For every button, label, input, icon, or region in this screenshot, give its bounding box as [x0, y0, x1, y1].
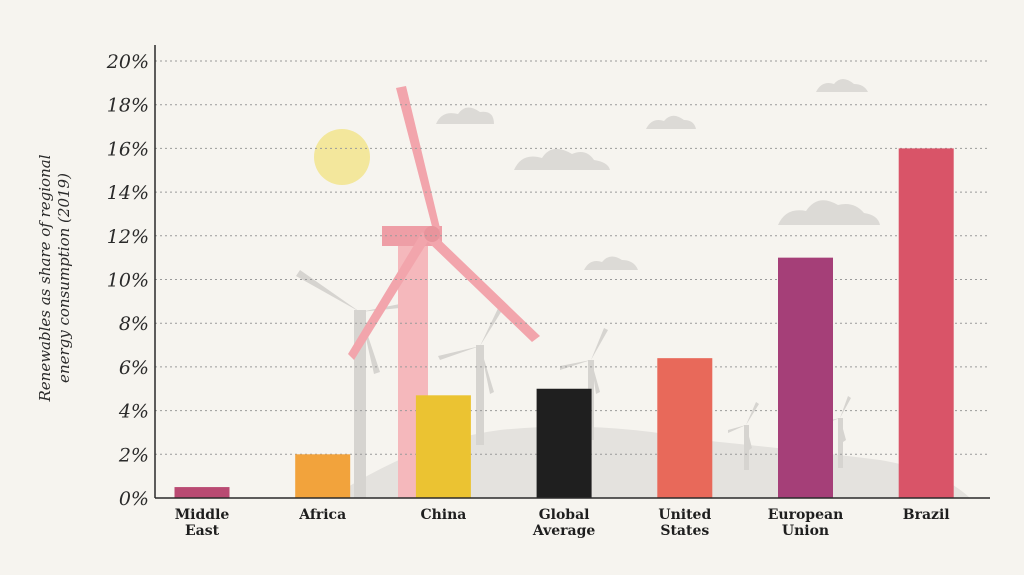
wind-turbine-icon — [348, 86, 540, 498]
bars — [174, 148, 954, 498]
y-tick-label: 16% — [107, 138, 149, 160]
x-category-label: Middle East — [175, 507, 230, 539]
y-tick-label: 12% — [107, 226, 149, 248]
y-tick-label: 14% — [107, 182, 149, 204]
x-category-labels: Middle East Africa China Global Average United… — [175, 507, 950, 539]
x-category-label: Africa — [298, 507, 346, 523]
sun-icon — [314, 129, 370, 185]
y-tick-label: 4% — [118, 401, 149, 423]
gridlines — [155, 60, 990, 455]
bar — [657, 358, 713, 498]
bar — [415, 395, 471, 498]
bar — [295, 454, 351, 498]
y-tick-label: 6% — [119, 357, 149, 379]
background-illustration — [296, 79, 970, 498]
bar — [898, 148, 954, 498]
y-tick-label: 0% — [119, 488, 149, 510]
y-tick-label: 18% — [107, 95, 149, 117]
y-tick-label: 8% — [119, 313, 149, 335]
y-tick-labels: 0% 2% 4% 6% 8% 10% 12% 14% 16% 18% 20% — [106, 51, 149, 510]
x-category-label: European Union — [768, 507, 844, 539]
bar — [174, 487, 230, 498]
x-category-label: China — [420, 507, 466, 523]
bar — [536, 388, 592, 498]
x-category-label: Global Average — [532, 507, 596, 539]
x-category-label: Brazil — [903, 507, 950, 523]
y-tick-label: 20% — [106, 51, 149, 73]
y-axis-title: Renewables as share of regionalenergy co… — [36, 154, 73, 402]
y-tick-label: 2% — [118, 444, 149, 466]
cloud-icon — [436, 79, 880, 270]
bar — [778, 257, 833, 498]
axes — [154, 45, 990, 499]
y-axis-title-text: Renewables as share of regionalenergy co… — [36, 154, 73, 402]
y-tick-label: 10% — [107, 270, 149, 292]
x-category-label: United States — [658, 507, 711, 539]
